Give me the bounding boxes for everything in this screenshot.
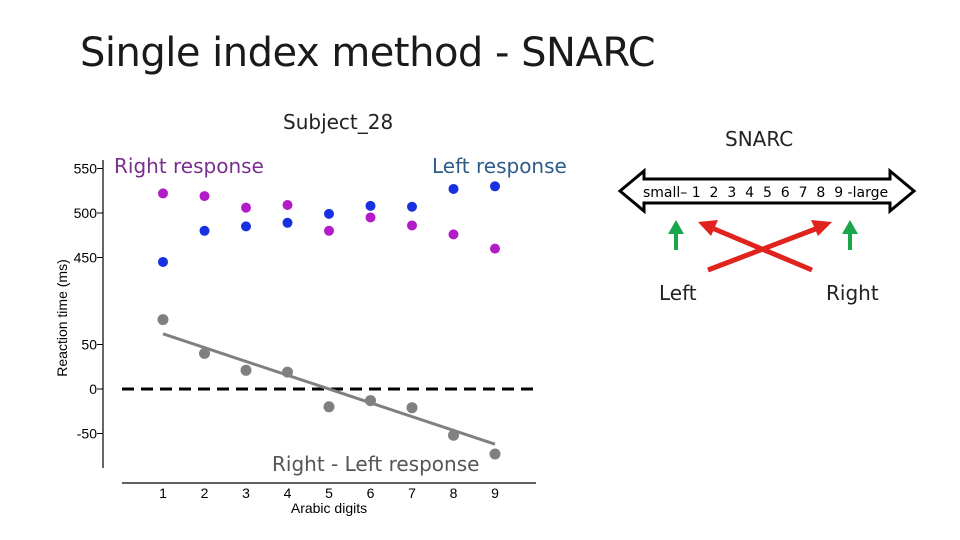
- left-response-point: [158, 256, 168, 267]
- left-response-point: [407, 201, 417, 212]
- right-response-point: [324, 225, 334, 236]
- x-tick-label: 4: [284, 485, 292, 501]
- slide-title: Single index method - SNARC: [80, 30, 656, 76]
- y-tick-label: 50: [81, 337, 97, 353]
- x-tick-label: 7: [408, 485, 416, 501]
- snarc-left-label: Left: [659, 281, 697, 305]
- snarc-scale-text: small– 1 2 3 4 5 6 7 8 9 -large: [643, 185, 888, 201]
- x-tick-label: 6: [367, 485, 375, 501]
- left-response-point: [282, 217, 293, 228]
- right-response-point: [158, 188, 168, 199]
- left-up-arrow: [668, 220, 684, 250]
- subject-label: Subject_28: [283, 110, 394, 134]
- x-tick-label: 1: [159, 485, 167, 501]
- right-response-point: [282, 199, 293, 210]
- left-response-label: Left response: [432, 154, 567, 178]
- right-response-point: [448, 229, 459, 240]
- x-tick-label: 9: [491, 485, 499, 501]
- right-left-response-point: [240, 364, 252, 376]
- scale-double-arrow: [617, 167, 917, 215]
- x-tick-label: 8: [450, 485, 458, 501]
- left-response-point: [490, 181, 500, 192]
- right-left-response-point: [489, 448, 501, 460]
- cross-arrow-to-small: [698, 220, 813, 273]
- y-axis-label: Reaction time (ms): [54, 259, 70, 376]
- x-tick-label: 2: [201, 485, 209, 501]
- right-left-response-point: [323, 401, 335, 413]
- right-left-response-point: [406, 402, 418, 414]
- right-response-point: [199, 191, 210, 202]
- left-response-point: [448, 183, 459, 194]
- snarc-title: SNARC: [725, 127, 793, 151]
- diff-response-label: Right - Left response: [272, 452, 480, 476]
- right-left-response-point: [365, 395, 376, 407]
- x-tick-label: 5: [325, 485, 333, 501]
- regression-line: [162, 332, 496, 446]
- snarc-right-label: Right: [826, 281, 879, 305]
- right-response-label: Right response: [114, 154, 264, 178]
- right-response-point: [365, 212, 376, 223]
- y-tick-label: 450: [74, 250, 98, 266]
- right-response-point: [407, 220, 417, 231]
- left-response-point: [324, 208, 334, 219]
- x-tick-label: 3: [242, 485, 250, 501]
- right-left-response-point: [199, 347, 210, 359]
- y-tick-label: 500: [74, 205, 98, 221]
- right-left-response-point: [157, 314, 169, 326]
- cross-arrow-to-large: [707, 220, 832, 273]
- left-response-point: [365, 200, 376, 211]
- y-tick-label: 550: [74, 161, 98, 177]
- right-left-response-point: [448, 429, 459, 441]
- right-up-arrow: [842, 220, 858, 250]
- right-response-point: [490, 243, 500, 254]
- x-axis-label: Arabic digits: [291, 500, 367, 516]
- left-response-point: [241, 221, 251, 232]
- y-tick-label: 0: [89, 381, 97, 397]
- right-left-response-point: [282, 366, 293, 378]
- left-response-point: [199, 225, 210, 236]
- y-tick-label: -50: [77, 426, 97, 442]
- right-response-point: [241, 202, 251, 213]
